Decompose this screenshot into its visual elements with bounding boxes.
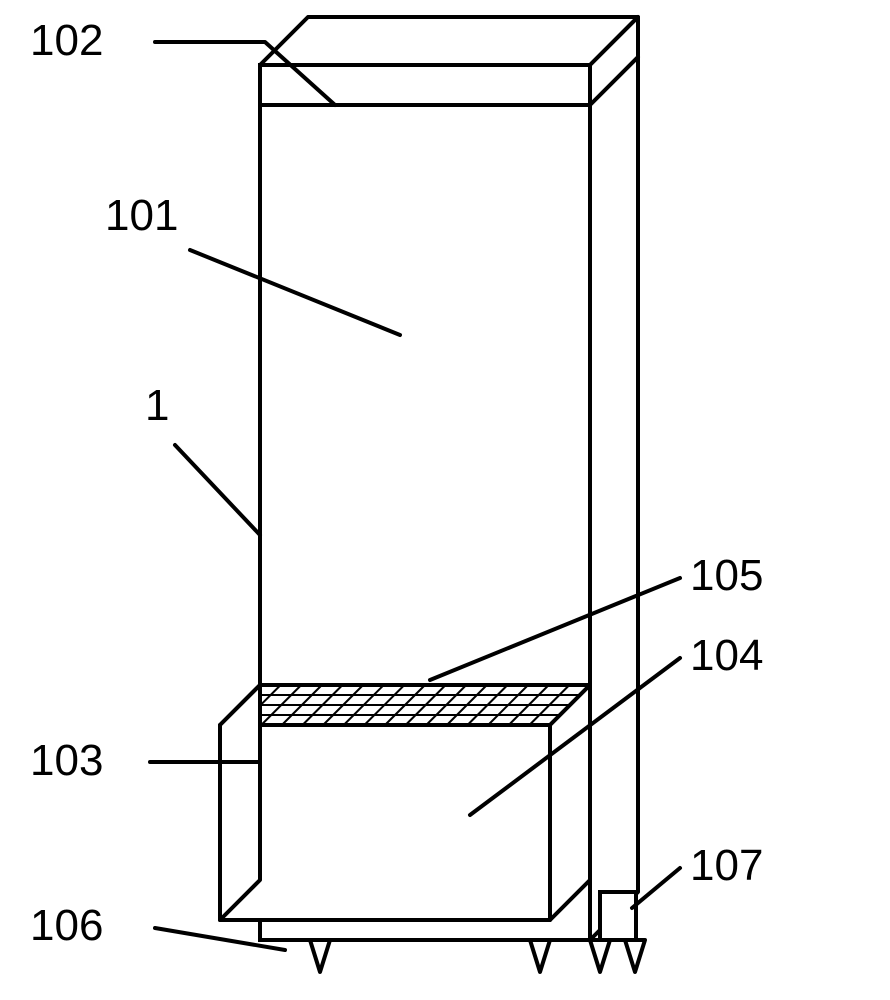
shelf-left <box>220 685 260 920</box>
shelf-right <box>550 685 590 920</box>
cabinet-top <box>260 17 638 65</box>
label-1: 1 <box>145 381 169 430</box>
label-101: 101 <box>105 191 178 240</box>
foot <box>625 940 645 972</box>
foot <box>590 940 610 972</box>
label-104: 104 <box>690 631 763 680</box>
label-106: 106 <box>30 901 103 950</box>
foot <box>530 940 550 972</box>
feet <box>310 940 645 972</box>
leader-1 <box>175 445 260 535</box>
label-103: 103 <box>30 736 103 785</box>
cabinet-side <box>590 17 638 940</box>
foot <box>310 940 330 972</box>
label-107: 107 <box>690 841 763 890</box>
label-102: 102 <box>30 16 103 65</box>
shelf-box <box>220 685 590 920</box>
label-105: 105 <box>690 551 763 600</box>
bottom-tab <box>600 892 636 940</box>
shelf-front <box>220 725 550 920</box>
